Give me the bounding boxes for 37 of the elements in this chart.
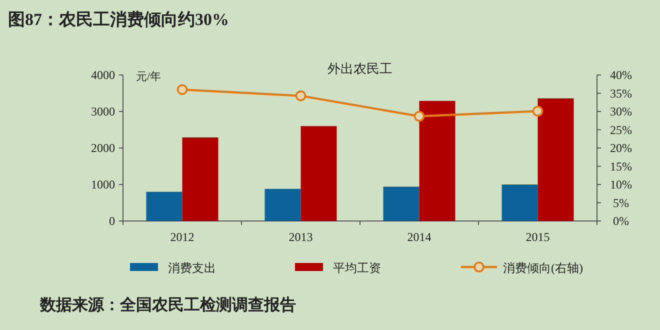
- chart-title: 图87：农民工消费倾向约30%: [8, 10, 229, 29]
- x-tick-label: 2015: [526, 230, 550, 244]
- point: [532, 106, 544, 117]
- y2-tick-label: 20%: [610, 141, 632, 155]
- y-axis-title: 元/年: [136, 71, 162, 83]
- bar: [383, 186, 420, 221]
- y2-tick-label: 40%: [610, 68, 632, 82]
- y2-tick-label: 35%: [610, 86, 632, 100]
- bar: [502, 184, 538, 221]
- bar: [419, 100, 456, 221]
- y-tick-label: 3000: [91, 104, 115, 118]
- y2-tick-label: 10%: [610, 178, 632, 192]
- y-tick-label: 1000: [91, 178, 115, 192]
- y2-tick-label: 5%: [613, 196, 629, 210]
- bar: [146, 192, 182, 221]
- y-tick-label: 2000: [91, 141, 115, 155]
- bar: [182, 137, 218, 221]
- bar: [300, 126, 337, 221]
- legend-label: 消费支出: [168, 261, 216, 275]
- x-tick-label: 2014: [407, 230, 432, 244]
- bar: [264, 188, 301, 221]
- x-tick-label: 2013: [288, 230, 313, 244]
- y2-tick-label: 15%: [610, 159, 632, 174]
- y-tick-label: 4000: [91, 68, 115, 82]
- x-tick-label: 2012: [170, 230, 194, 244]
- legend-label: 消费倾向(右轴): [503, 261, 583, 275]
- bar: [538, 98, 574, 221]
- legend-label: 平均工资: [333, 261, 381, 275]
- y-tick-label: 0: [109, 214, 115, 228]
- y2-tick-label: 25%: [610, 122, 632, 137]
- y2-tick-label: 0%: [613, 214, 629, 228]
- source-note: 数据来源：全国农民工检测调查报告: [39, 296, 296, 314]
- y2-tick-label: 30%: [610, 104, 632, 118]
- point: [414, 110, 425, 122]
- point: [176, 84, 188, 95]
- point: [295, 90, 306, 102]
- chart-subtitle: 外出农民工: [328, 61, 392, 76]
